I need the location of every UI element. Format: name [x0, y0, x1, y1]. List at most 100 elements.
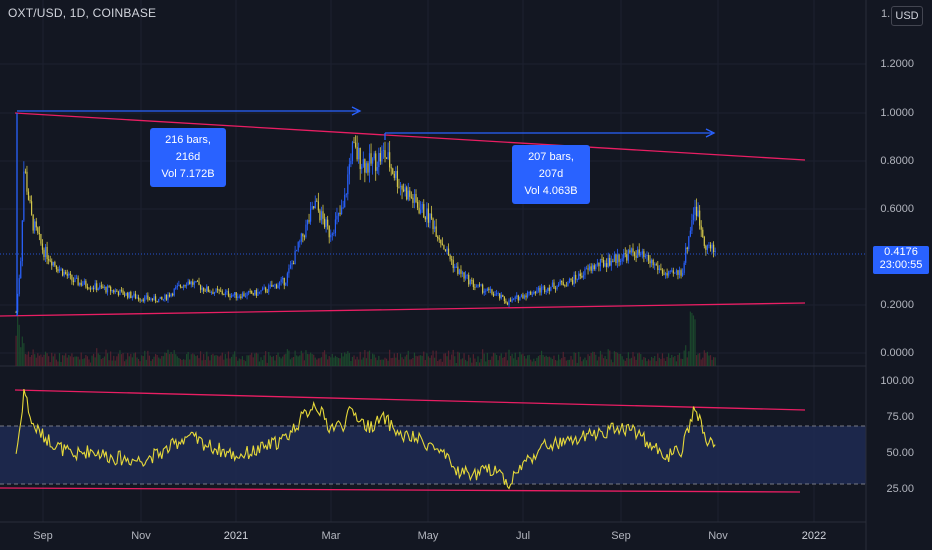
volume-bar: [558, 354, 560, 366]
candle: [189, 279, 191, 285]
volume-bar: [471, 362, 473, 366]
volume-bar: [582, 359, 585, 366]
volume-bar: [544, 356, 546, 366]
lower-trendline[interactable]: [0, 302, 806, 317]
volume-bar: [647, 359, 650, 366]
volume-bar: [94, 357, 96, 366]
volume-bar: [209, 360, 211, 366]
volume-bar: [255, 352, 257, 366]
candle: [234, 292, 236, 298]
volume-bar: [195, 356, 197, 366]
candle: [148, 296, 151, 301]
volume-bar: [330, 357, 332, 366]
volume-bar: [694, 319, 696, 366]
volume-bar: [65, 353, 67, 366]
upper-trendline[interactable]: [14, 112, 806, 161]
candle: [686, 246, 688, 254]
volume-bar: [241, 356, 244, 366]
time-axis-label: Sep: [611, 530, 631, 542]
volume-bar: [375, 357, 377, 366]
volume-bar: [201, 360, 203, 366]
volume-bar: [663, 358, 665, 366]
candle: [680, 268, 682, 279]
candle: [598, 262, 600, 272]
volume-bar: [155, 353, 157, 366]
volume-bar: [26, 354, 28, 366]
volume-bar: [469, 357, 471, 366]
measure-badge-2[interactable]: 207 bars, 207d Vol 4.063B: [512, 145, 590, 204]
volume-bar: [427, 356, 430, 366]
candle: [559, 279, 561, 286]
candle: [503, 296, 505, 304]
candle: [31, 195, 33, 216]
candle: [596, 258, 598, 267]
volume-bar: [435, 350, 437, 366]
measure-volume-label: Vol 7.172B: [161, 168, 215, 180]
volume-bar: [485, 361, 487, 366]
candle: [162, 298, 164, 302]
candle: [627, 248, 629, 264]
candle: [661, 268, 664, 277]
measure-tool-2[interactable]: [384, 128, 716, 140]
candle: [664, 271, 667, 279]
volume-bar: [356, 356, 358, 366]
candle: [347, 166, 349, 201]
volume-bar: [292, 357, 295, 366]
volume-bar: [275, 354, 278, 366]
volume-bar: [475, 361, 478, 366]
volume-bar: [280, 358, 282, 366]
candle: [79, 282, 81, 287]
volume-bar: [373, 354, 375, 366]
rsi-lower-trendline[interactable]: [0, 487, 801, 493]
volume-bar: [599, 350, 602, 366]
candle: [334, 212, 337, 237]
rsi-band: [0, 426, 866, 484]
candle: [244, 292, 247, 298]
volume-bar: [523, 356, 526, 366]
volume-bar: [713, 357, 715, 366]
volume-bar: [444, 353, 447, 366]
rsi-axis-label: 75.00: [886, 411, 914, 423]
candle: [368, 144, 371, 183]
candle: [186, 282, 188, 289]
candle: [496, 289, 498, 297]
volume-bar: [564, 356, 566, 366]
volume-bar: [203, 354, 205, 366]
candle: [384, 141, 386, 163]
candle: [663, 269, 665, 276]
candle: [241, 291, 244, 299]
candle: [700, 220, 702, 237]
volume-bar: [274, 360, 276, 366]
measure-tool-1[interactable]: [16, 106, 362, 316]
candle: [248, 290, 250, 296]
candle: [362, 151, 364, 168]
candle: [421, 201, 423, 213]
candle: [432, 217, 434, 235]
candle: [80, 279, 82, 287]
volume-bar: [196, 355, 199, 366]
candle: [210, 290, 213, 295]
candle: [15, 310, 17, 313]
volume-bar: [626, 358, 628, 366]
volume-bar: [638, 352, 640, 366]
candle: [133, 291, 135, 298]
volume-bar: [254, 353, 256, 366]
candle: [299, 239, 301, 248]
candle: [175, 284, 177, 290]
measure-badge-1[interactable]: 216 bars, 216d Vol 7.172B: [150, 128, 226, 187]
volume-bar: [700, 359, 702, 366]
rsi-upper-trendline[interactable]: [14, 389, 806, 411]
candle: [449, 253, 451, 262]
candle: [564, 284, 566, 288]
volume-bar: [633, 356, 636, 366]
candle: [587, 264, 589, 275]
volume-bar: [361, 359, 363, 366]
volume-bar: [333, 357, 335, 366]
axis-top-label: 1.: [881, 8, 891, 20]
volume-bar: [689, 311, 691, 366]
currency-button[interactable]: USD: [891, 6, 923, 26]
volume-bar: [18, 324, 20, 366]
volume-bar: [344, 352, 346, 366]
volume-bar: [71, 353, 73, 366]
